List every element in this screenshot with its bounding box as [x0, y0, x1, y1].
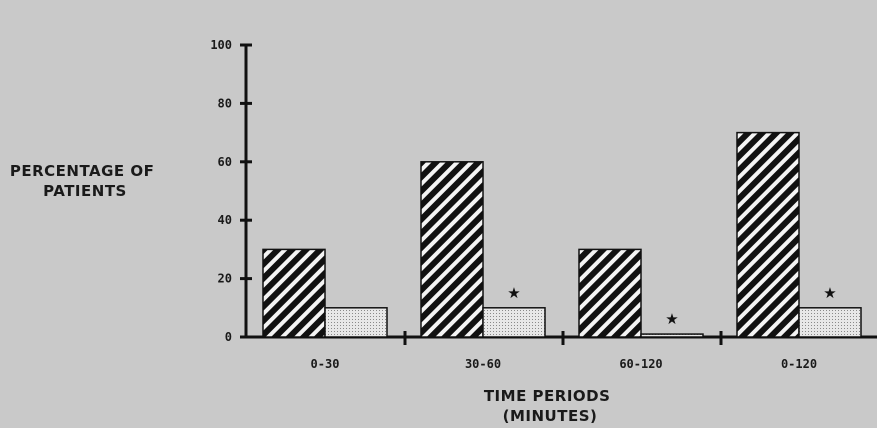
- significance-star: ★: [665, 310, 678, 328]
- significance-markers: ★ ★ ★: [507, 284, 836, 328]
- y-tick-label: 60: [218, 155, 232, 169]
- y-axis-title: PERCENTAGE OF PATIENTS: [10, 162, 160, 200]
- bar-series-2-0-30: [324, 307, 388, 338]
- y-tick-label: 40: [218, 213, 232, 227]
- x-dividers: [403, 331, 723, 345]
- x-tick-label: 30-60: [465, 357, 501, 371]
- significance-star: ★: [823, 284, 836, 302]
- y-ticks: 0 20 40 60 80 100: [210, 38, 252, 344]
- x-axis-title: TIME PERIODS (MINUTES): [484, 387, 616, 425]
- x-axis-title-line-1: TIME PERIODS: [484, 387, 611, 405]
- significance-star: ★: [507, 284, 520, 302]
- bar-series-1-0-120: [736, 131, 800, 338]
- bar-series-1-0-30: [262, 248, 326, 338]
- y-axis-title-line-2: PATIENTS: [43, 182, 127, 200]
- bars: [262, 131, 862, 338]
- y-tick-label: 80: [218, 96, 232, 110]
- x-tick-label: 0-120: [781, 357, 817, 371]
- y-tick-label: 0: [225, 330, 232, 344]
- y-tick-label: 100: [210, 38, 232, 52]
- x-tick-label: 0-30: [311, 357, 340, 371]
- x-tick-label: 60-120: [619, 357, 662, 371]
- x-axis-title-line-2: (MINUTES): [503, 407, 598, 425]
- bar-series-1-60-120: [578, 248, 642, 338]
- y-axis-title-line-1: PERCENTAGE OF: [10, 162, 155, 180]
- bar-series-1-30-60: [420, 161, 484, 338]
- bar-series-2-0-120: [798, 307, 862, 338]
- y-tick-label: 20: [218, 272, 232, 286]
- bar-series-2-60-120: [640, 333, 704, 338]
- x-tick-labels: 0-30 30-60 60-120 0-120: [311, 357, 818, 371]
- bar-series-2-30-60: [482, 307, 546, 338]
